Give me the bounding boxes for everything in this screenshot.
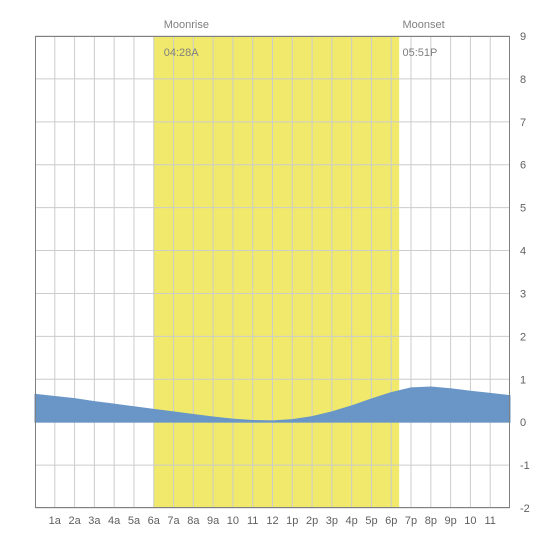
x-tick-label: 4a [108, 515, 121, 527]
x-tick-label: 9a [207, 515, 220, 527]
x-tick-label: 1a [49, 515, 62, 527]
x-tick-label: 1p [286, 515, 298, 527]
x-tick-label: 9p [445, 515, 457, 527]
x-tick-label: 3p [326, 515, 338, 527]
x-tick-label: 3a [88, 515, 101, 527]
y-tick-label: -2 [520, 503, 530, 515]
x-tick-label: 7p [405, 515, 417, 527]
x-tick-label: 12 [266, 515, 278, 527]
moonrise-time: 04:28A [164, 47, 199, 59]
x-tick-label: 2p [306, 515, 318, 527]
x-tick-label: 10 [227, 515, 239, 527]
y-tick-label: 9 [520, 31, 526, 43]
x-tick-label: 6a [148, 515, 161, 527]
y-tick-label: 6 [520, 160, 526, 172]
moonrise-annotation: Moonrise 04:28A [151, 4, 208, 74]
tide-chart-svg: 1a2a3a4a5a6a7a8a9a1011121p2p3p4p5p6p7p8p… [0, 0, 550, 550]
y-tick-label: 2 [520, 331, 526, 343]
y-tick-label: -1 [520, 460, 530, 472]
moonset-time: 05:51P [403, 47, 438, 59]
x-tick-label: 11 [484, 515, 495, 527]
x-tick-label: 8p [425, 515, 437, 527]
x-tick-label: 10 [464, 515, 476, 527]
x-tick-label: 2a [68, 515, 81, 527]
y-tick-label: 8 [520, 74, 526, 86]
y-tick-label: 3 [520, 288, 526, 300]
daylight-band [154, 36, 399, 508]
y-tick-label: 7 [520, 117, 526, 129]
x-tick-label: 5p [365, 515, 377, 527]
y-tick-label: 4 [520, 246, 526, 258]
chart-area: 1a2a3a4a5a6a7a8a9a1011121p2p3p4p5p6p7p8p… [0, 0, 550, 550]
x-tick-label: 7a [167, 515, 180, 527]
x-tick-label: 11 [247, 515, 258, 527]
x-tick-label: 5a [128, 515, 141, 527]
x-tick-label: 4p [346, 515, 358, 527]
moonset-label: Moonset [403, 19, 445, 31]
moonrise-label: Moonrise [164, 19, 209, 31]
y-tick-label: 1 [520, 374, 526, 386]
moonset-annotation: Moonset 05:51P [390, 4, 444, 74]
y-tick-label: 5 [520, 203, 526, 215]
x-tick-label: 8a [187, 515, 200, 527]
y-tick-label: 0 [520, 417, 526, 429]
x-tick-label: 6p [385, 515, 397, 527]
